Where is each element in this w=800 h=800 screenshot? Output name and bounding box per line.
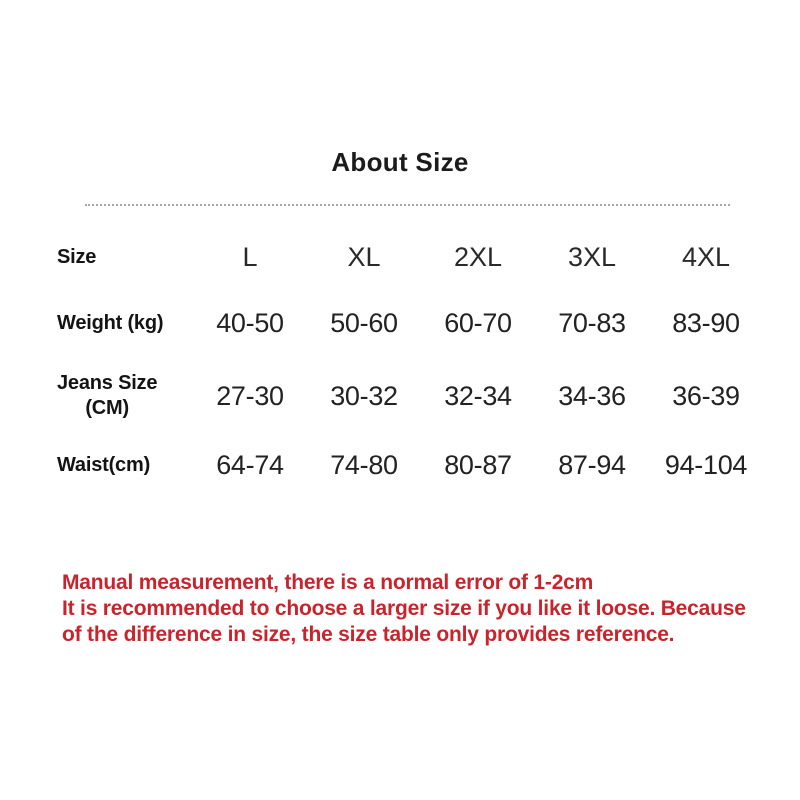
row-label-jeans-size: Jeans Size (CM) <box>57 358 193 434</box>
note-line-2: It is recommended to choose a larger siz… <box>62 597 746 620</box>
jeans-size-label-stack: Jeans Size (CM) <box>57 371 157 421</box>
jeans-value-3xl: 34-36 <box>558 380 626 411</box>
table-row-jeans-size: Jeans Size (CM) 27-30 30-32 32-34 34-36 … <box>57 358 763 434</box>
table-row-waist: Waist(cm) 64-74 74-80 80-87 87-94 94-104 <box>57 434 763 496</box>
column-header-xl: XL <box>347 241 381 272</box>
table-header-row: Size L XL 2XL 3XL 4XL <box>57 226 763 288</box>
weight-value-4xl: 83-90 <box>672 307 740 338</box>
row-label-weight: Weight (kg) <box>57 311 164 334</box>
column-header-4xl: 4XL <box>681 241 731 272</box>
waist-value-l: 64-74 <box>216 449 284 480</box>
page-title: About Size <box>331 147 469 177</box>
note-line-1: Manual measurement, there is a normal er… <box>62 571 594 594</box>
jeans-value-4xl: 36-39 <box>672 380 740 411</box>
jeans-size-label-line1: Jeans Size <box>57 372 158 394</box>
waist-value-2xl: 80-87 <box>444 449 512 480</box>
size-corner-header: Size <box>57 245 97 268</box>
measurement-note: Manual measurement, there is a normal er… <box>62 570 800 648</box>
dotted-divider <box>85 204 730 206</box>
weight-value-3xl: 70-83 <box>558 307 626 338</box>
weight-value-2xl: 60-70 <box>444 307 512 338</box>
weight-value-l: 40-50 <box>216 307 284 338</box>
size-table: Size L XL 2XL 3XL 4XL Weight (kg) 40-50 … <box>57 226 763 496</box>
table-row-weight: Weight (kg) 40-50 50-60 60-70 70-83 83-9… <box>57 288 763 358</box>
column-header-l: L <box>242 241 258 272</box>
row-label-waist: Waist(cm) <box>57 453 151 476</box>
jeans-size-label-line2: (CM) <box>85 397 129 419</box>
jeans-value-l: 27-30 <box>216 380 284 411</box>
waist-value-4xl: 94-104 <box>664 449 748 480</box>
jeans-value-xl: 30-32 <box>330 380 398 411</box>
jeans-value-2xl: 32-34 <box>444 380 512 411</box>
waist-value-xl: 74-80 <box>330 449 398 480</box>
weight-value-xl: 50-60 <box>330 307 398 338</box>
column-header-2xl: 2XL <box>453 241 503 272</box>
note-line-3: of the difference in size, the size tabl… <box>62 623 675 646</box>
waist-value-3xl: 87-94 <box>558 449 626 480</box>
column-header-3xl: 3XL <box>567 241 617 272</box>
